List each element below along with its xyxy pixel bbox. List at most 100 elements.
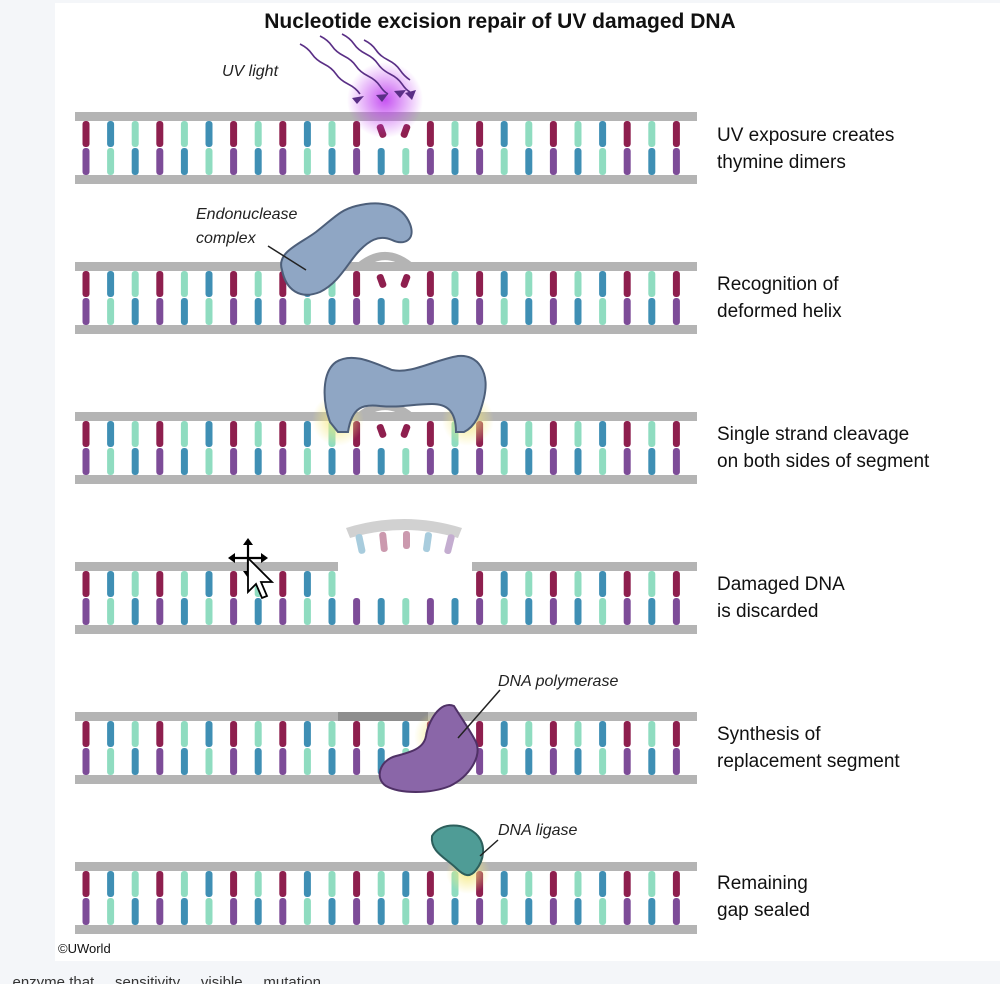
bottom-base: [525, 298, 533, 325]
bottom-base: [279, 598, 287, 625]
bottom-backbone: [75, 325, 697, 334]
top-base: [230, 571, 238, 597]
bottom-base: [500, 298, 508, 325]
top-base: [500, 121, 508, 147]
bottom-base: [131, 298, 139, 325]
top-backbone: [472, 562, 697, 571]
bottom-base: [82, 448, 90, 475]
bottom-base: [279, 148, 287, 175]
top-base: [451, 271, 459, 297]
bottom-base: [402, 448, 410, 475]
top-base: [426, 421, 434, 447]
top-base: [623, 271, 631, 297]
bottom-base: [180, 598, 188, 625]
bottom-base: [525, 598, 533, 625]
bottom-base: [328, 148, 336, 175]
top-base: [377, 871, 385, 897]
bottom-base: [623, 448, 631, 475]
bottom-base: [156, 298, 164, 325]
thymine-dimer-base: [400, 424, 411, 438]
bottom-base: [549, 748, 557, 775]
top-base: [303, 571, 311, 597]
top-base: [402, 721, 410, 747]
dna-helix-6: [75, 862, 697, 934]
top-base: [451, 121, 459, 147]
bottom-base: [279, 748, 287, 775]
dna-polymerase: [378, 689, 501, 793]
top-base: [254, 121, 262, 147]
top-base: [599, 421, 607, 447]
bottom-base: [500, 748, 508, 775]
top-base: [549, 871, 557, 897]
bottom-base: [328, 448, 336, 475]
bottom-base: [574, 748, 582, 775]
bottom-base: [451, 298, 459, 325]
top-base: [549, 421, 557, 447]
bottom-base: [230, 748, 238, 775]
ligase-label: DNA ligase: [498, 822, 578, 839]
endonuclease-cleavage: [312, 354, 494, 446]
top-base: [525, 121, 533, 147]
bottom-base: [156, 148, 164, 175]
bottom-base: [328, 748, 336, 775]
bottom-base: [131, 148, 139, 175]
bottom-base: [574, 598, 582, 625]
top-base: [623, 571, 631, 597]
bottom-base: [107, 298, 115, 325]
discarded-dna-segment: [346, 519, 462, 555]
bottom-base: [205, 598, 213, 625]
bottom-base: [82, 298, 90, 325]
bottom-base: [476, 148, 484, 175]
step-label-6: Remaining gap sealed: [717, 870, 810, 924]
bottom-base: [599, 448, 607, 475]
top-base: [180, 721, 188, 747]
step-label-line: Recognition of: [717, 274, 839, 295]
bottom-base: [426, 148, 434, 175]
bottom-base: [377, 898, 385, 925]
bottom-base: [672, 448, 680, 475]
top-base: [180, 571, 188, 597]
top-base: [82, 121, 90, 147]
bottom-base: [426, 898, 434, 925]
bottom-base: [451, 448, 459, 475]
deformed-helix-bulge: [357, 252, 413, 270]
uv-light-label: UV light: [222, 63, 279, 80]
polymerase-label: DNA polymerase: [498, 673, 619, 690]
top-base: [156, 721, 164, 747]
bottom-base: [107, 898, 115, 925]
top-base: [131, 721, 139, 747]
bottom-base: [205, 748, 213, 775]
bottom-base: [328, 898, 336, 925]
bottom-base: [549, 298, 557, 325]
bottom-base: [180, 148, 188, 175]
top-base: [230, 271, 238, 297]
bottom-base: [131, 448, 139, 475]
bottom-base: [648, 298, 656, 325]
top-base: [599, 571, 607, 597]
bottom-base: [426, 298, 434, 325]
top-base: [549, 721, 557, 747]
top-base: [230, 121, 238, 147]
bottom-backbone: [75, 625, 697, 634]
bottom-base: [254, 898, 262, 925]
bottom-base: [279, 448, 287, 475]
top-base: [549, 121, 557, 147]
top-base: [476, 721, 484, 747]
top-base: [180, 871, 188, 897]
top-base: [574, 271, 582, 297]
top-base: [279, 121, 287, 147]
top-base: [599, 721, 607, 747]
bottom-base: [156, 598, 164, 625]
top-base: [500, 571, 508, 597]
bottom-base: [82, 898, 90, 925]
bottom-base: [279, 898, 287, 925]
step-label-line: gap sealed: [717, 900, 810, 921]
bottom-base: [623, 748, 631, 775]
top-base: [107, 421, 115, 447]
bottom-base: [377, 598, 385, 625]
top-base: [107, 871, 115, 897]
bottom-base: [525, 448, 533, 475]
endonuclease-label-line2: complex: [196, 230, 256, 247]
bottom-base: [254, 448, 262, 475]
